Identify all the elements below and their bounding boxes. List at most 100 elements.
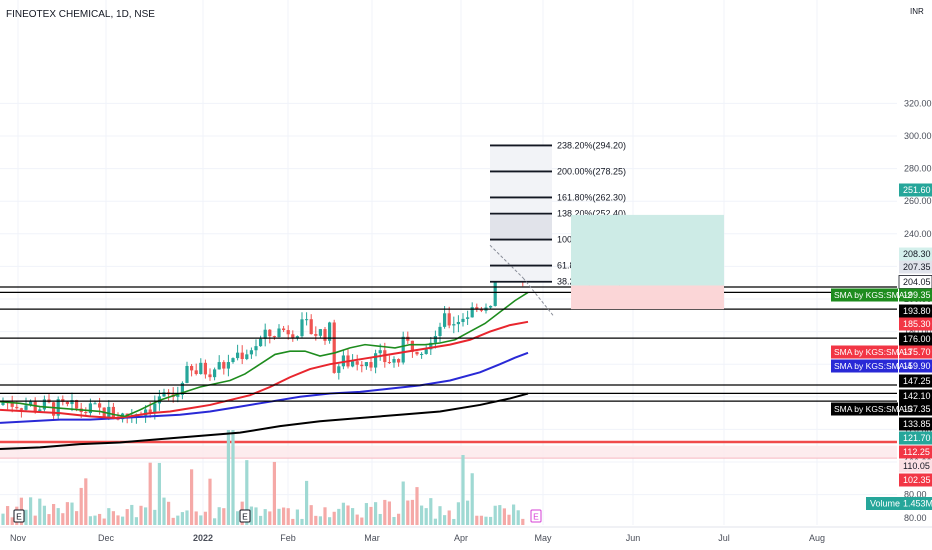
- sma3-line: [0, 320, 529, 419]
- candle: [190, 364, 194, 377]
- candle: [217, 355, 221, 370]
- fib-trend-line: [489, 244, 524, 279]
- volume-bar: [512, 504, 516, 525]
- time-axis-label: 2022: [193, 533, 213, 543]
- price-badge: 137.35: [899, 402, 932, 416]
- volume-bar: [291, 518, 295, 525]
- time-axis-label: Dec: [98, 533, 115, 543]
- price-badge: 159.90: [899, 359, 932, 373]
- candle: [323, 326, 327, 345]
- long-position-tool[interactable]: [571, 214, 724, 310]
- volume-bar: [176, 515, 180, 525]
- volume-bar: [56, 508, 60, 525]
- candle: [392, 356, 396, 368]
- volume-bar: [52, 504, 56, 525]
- volume-bar: [374, 502, 378, 525]
- volume-bar: [392, 516, 396, 525]
- candle: [286, 325, 290, 340]
- volume-bar: [70, 502, 74, 525]
- time-axis-label: Feb: [280, 533, 296, 543]
- candle: [52, 401, 56, 420]
- volume-bar: [148, 462, 152, 525]
- candle: [470, 302, 474, 318]
- candle: [300, 312, 304, 338]
- volume-bar: [466, 500, 470, 525]
- time-axis-label: Nov: [10, 533, 27, 543]
- svg-text:208.30: 208.30: [903, 249, 931, 259]
- volume-bar: [461, 455, 465, 525]
- svg-text:159.90: 159.90: [903, 361, 931, 371]
- volume-bar: [194, 511, 198, 525]
- candle: [318, 328, 322, 338]
- time-axis[interactable]: Nov Dec 2022 Feb Mar Apr May Jun Jul Aug: [0, 526, 932, 543]
- price-badge: 133.85: [899, 417, 932, 431]
- volume-bar: [475, 515, 479, 525]
- fib-level-label: 238.20%(294.20): [557, 140, 626, 150]
- volume-bar: [10, 517, 14, 525]
- volume-bar: [383, 499, 387, 525]
- volume-bar: [470, 473, 474, 525]
- candle: [199, 358, 203, 375]
- candle: [355, 354, 359, 371]
- volume-bar: [6, 506, 10, 525]
- svg-text:112.25: 112.25: [903, 447, 930, 457]
- volume-bar: [236, 511, 240, 525]
- candle: [213, 367, 217, 381]
- fib-band: [490, 213, 552, 240]
- svg-text:1.453M: 1.453M: [903, 499, 932, 509]
- earnings-marker[interactable]: E: [530, 509, 542, 523]
- price-axis[interactable]: 80.00100.00120.00140.00160.00180.00200.0…: [866, 98, 932, 523]
- volume-bar: [286, 508, 290, 525]
- svg-text:193.80: 193.80: [903, 306, 931, 316]
- profit-zone[interactable]: [571, 214, 724, 286]
- price-badge: 147.25: [899, 374, 932, 388]
- volume-bar: [98, 513, 102, 525]
- price-badge: 142.10: [899, 389, 932, 403]
- svg-text:SMA by KGS:SMA-5: SMA by KGS:SMA-5: [834, 404, 912, 414]
- candle: [452, 316, 456, 334]
- sma4-line: [0, 351, 529, 424]
- volume-bar: [231, 430, 235, 525]
- earnings-marker[interactable]: E: [239, 509, 251, 523]
- svg-text:204.05: 204.05: [903, 277, 931, 287]
- candle: [70, 392, 74, 412]
- candle: [433, 330, 437, 349]
- candle: [268, 329, 272, 344]
- volume-bar: [337, 508, 341, 525]
- volume-bar: [75, 511, 79, 525]
- volume-bar: [84, 478, 88, 525]
- volume-bar: [1, 513, 5, 525]
- volume-bars: [1, 430, 525, 525]
- sma2-line: [0, 291, 529, 418]
- volume-bar: [33, 515, 37, 525]
- volume-bar: [180, 512, 184, 525]
- volume-bar: [38, 498, 42, 525]
- volume-bar: [185, 510, 189, 525]
- price-badge: 102.35: [899, 473, 932, 487]
- candle: [475, 303, 479, 313]
- volume-bar: [397, 513, 401, 525]
- volume-bar: [282, 507, 286, 525]
- candle: [447, 306, 451, 329]
- candle: [328, 321, 332, 344]
- candle: [337, 363, 341, 380]
- candle: [456, 315, 460, 333]
- candle: [236, 344, 240, 361]
- volume-bar: [355, 514, 359, 525]
- volume-bar: [484, 516, 488, 525]
- volume-bar: [479, 515, 483, 525]
- volume-bar: [507, 514, 511, 525]
- volume-bar: [305, 480, 309, 525]
- volume-bar: [387, 501, 391, 525]
- loss-zone[interactable]: [571, 285, 724, 310]
- volume-bar: [295, 509, 299, 525]
- sma-label-sma3: SMA by KGS:SMA-3: [831, 345, 912, 359]
- currency-label[interactable]: INR: [910, 7, 924, 16]
- earnings-marker[interactable]: E: [13, 509, 25, 523]
- volume-bar: [424, 508, 428, 525]
- candle: [208, 368, 212, 381]
- time-axis-label: Jun: [626, 533, 641, 543]
- volume-bar: [502, 508, 506, 525]
